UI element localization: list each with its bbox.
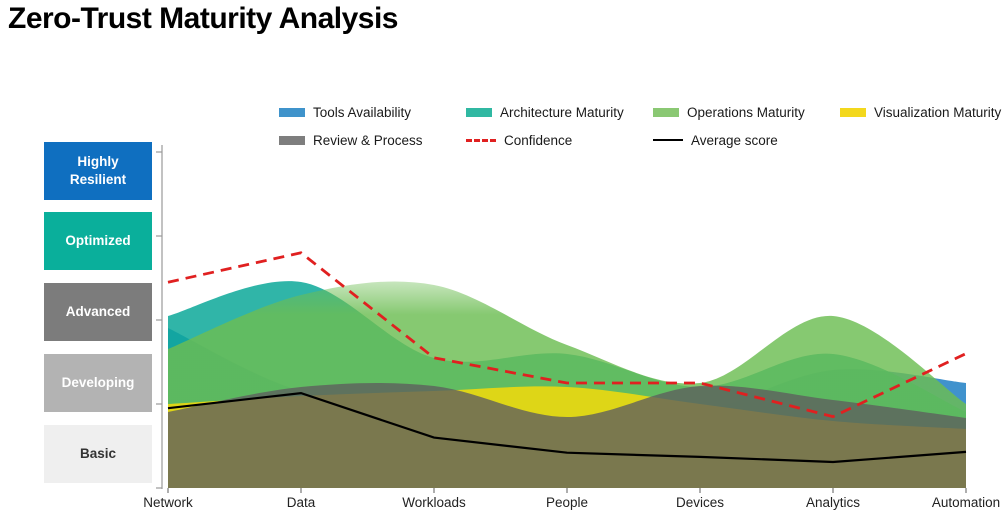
legend-item-review-process: Review & Process <box>279 132 466 148</box>
series-area-review-process <box>168 382 966 488</box>
legend-label: Visualization Maturity <box>874 104 1002 120</box>
legend-item-average-score: Average score <box>653 132 840 148</box>
operations-maturity-swatch-icon <box>653 107 679 117</box>
x-axis-label-analytics: Analytics <box>806 495 860 510</box>
average-score-line-icon <box>653 139 683 141</box>
architecture-maturity-swatch-icon <box>466 107 492 117</box>
visualization-maturity-swatch-icon <box>840 107 866 117</box>
x-axis-label-workloads: Workloads <box>402 495 466 510</box>
level-box-highly-resilient: Highly Resilient <box>44 142 152 200</box>
confidence-dashed-line-icon <box>466 138 496 142</box>
legend-label: Architecture Maturity <box>500 104 624 120</box>
legend-item-architecture-maturity: Architecture Maturity <box>466 104 653 120</box>
legend-label: Tools Availability <box>313 104 412 120</box>
level-box-developing: Developing <box>44 354 152 412</box>
page-title: Zero-Trust Maturity Analysis <box>8 2 398 35</box>
series-line-confidence <box>167 251 967 419</box>
legend-label: Operations Maturity <box>687 104 805 120</box>
series-line-average-score <box>167 391 967 464</box>
legend-label: Confidence <box>504 132 573 148</box>
x-axis-label-automation: Automation <box>932 495 1000 510</box>
x-axis-label-people: People <box>546 495 588 510</box>
legend-item-operations-maturity: Operations Maturity <box>653 104 840 120</box>
legend-item-confidence: Confidence <box>466 132 653 148</box>
x-axis-label-devices: Devices <box>676 495 724 510</box>
x-axis-label-data: Data <box>287 495 316 510</box>
legend-label: Average score <box>691 132 778 148</box>
x-axis-label-network: Network <box>143 495 193 510</box>
legend-item-visualization-maturity: Visualization Maturity <box>840 104 1003 120</box>
tools-availability-swatch-icon <box>279 107 305 117</box>
legend-item-tools-availability: Tools Availability <box>279 104 466 120</box>
level-box-basic: Basic <box>44 425 152 483</box>
review-process-swatch-icon <box>279 135 305 145</box>
chart-legend: Tools Availability Architecture Maturity… <box>279 104 1003 148</box>
level-box-optimized: Optimized <box>44 212 152 270</box>
legend-label: Review & Process <box>313 132 423 148</box>
level-box-advanced: Advanced <box>44 283 152 341</box>
